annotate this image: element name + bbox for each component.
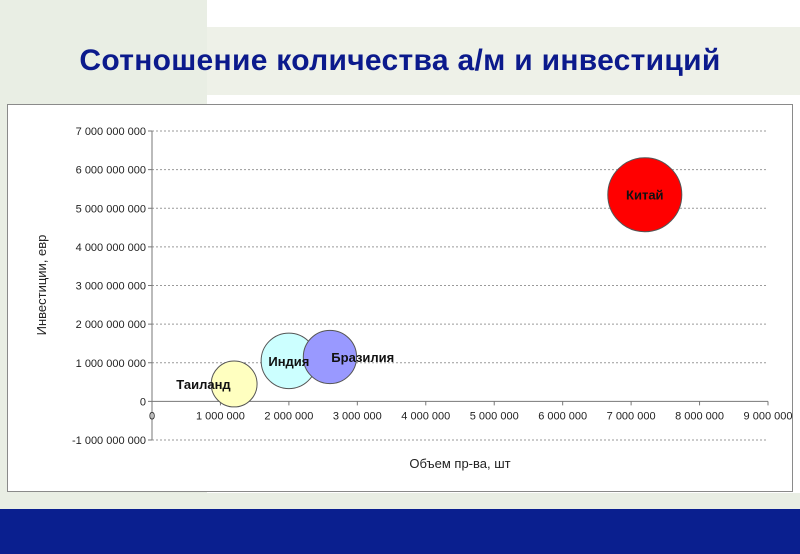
bubble-label: Бразилия [331, 350, 394, 365]
axes [148, 130, 769, 441]
y-tick-label: 4 000 000 000 [76, 242, 146, 254]
data-labels: Таиланд Индия Бразилия Китай [176, 188, 663, 392]
x-tick-label: 5 000 000 [470, 410, 519, 422]
bubble-chart: -1 000 000 000 0 1 000 000 000 2 000 000 00… [34, 126, 793, 471]
footer-stripe [0, 493, 800, 509]
x-tick-labels: 0 1 000 000 2 000 000 3 000 000 4 000 000 5 0… [149, 410, 793, 422]
y-tick-label: -1 000 000 000 [72, 435, 146, 447]
y-tick-label: 5 000 000 000 [76, 203, 146, 215]
x-tick-label: 1 000 000 [196, 410, 245, 422]
y-axis-title: Инвестиции, евр [34, 235, 49, 336]
x-tick-label: 2 000 000 [264, 410, 313, 422]
y-tick-label: 1 000 000 000 [76, 358, 146, 370]
y-tick-label: 3 000 000 000 [76, 281, 146, 293]
bubble-label: Таиланд [176, 377, 231, 392]
x-tick-label: 3 000 000 [333, 410, 382, 422]
x-tick-label: 4 000 000 [401, 410, 450, 422]
y-tick-labels: -1 000 000 000 0 1 000 000 000 2 000 000 00… [72, 126, 146, 447]
page-title: Сотношение количества а/м и инвестиций [79, 44, 721, 77]
x-tick-label: 6 000 000 [538, 410, 587, 422]
x-tick-label: 8 000 000 [675, 410, 724, 422]
bubble [607, 157, 683, 233]
y-tick-label: 0 [140, 396, 146, 408]
footer-bar [0, 509, 800, 554]
title-band [207, 27, 800, 95]
bubbles [210, 157, 683, 408]
bubble [302, 329, 358, 385]
bubble-label: Китай [626, 188, 664, 203]
x-axis-title: Объем пр-ва, шт [409, 456, 510, 471]
y-tick-label: 2 000 000 000 [76, 319, 146, 331]
x-tick-label: 9 000 000 [744, 410, 793, 422]
bubble [210, 360, 258, 408]
y-tick-label: 7 000 000 000 [76, 126, 146, 138]
x-tick-label: 7 000 000 [607, 410, 656, 422]
y-tick-label: 6 000 000 000 [76, 165, 146, 177]
x-tick-label: 0 [149, 410, 155, 422]
bubble-label: Индия [268, 354, 309, 369]
chart-area: -1 000 000 000 0 1 000 000 000 2 000 000 00… [7, 104, 793, 492]
